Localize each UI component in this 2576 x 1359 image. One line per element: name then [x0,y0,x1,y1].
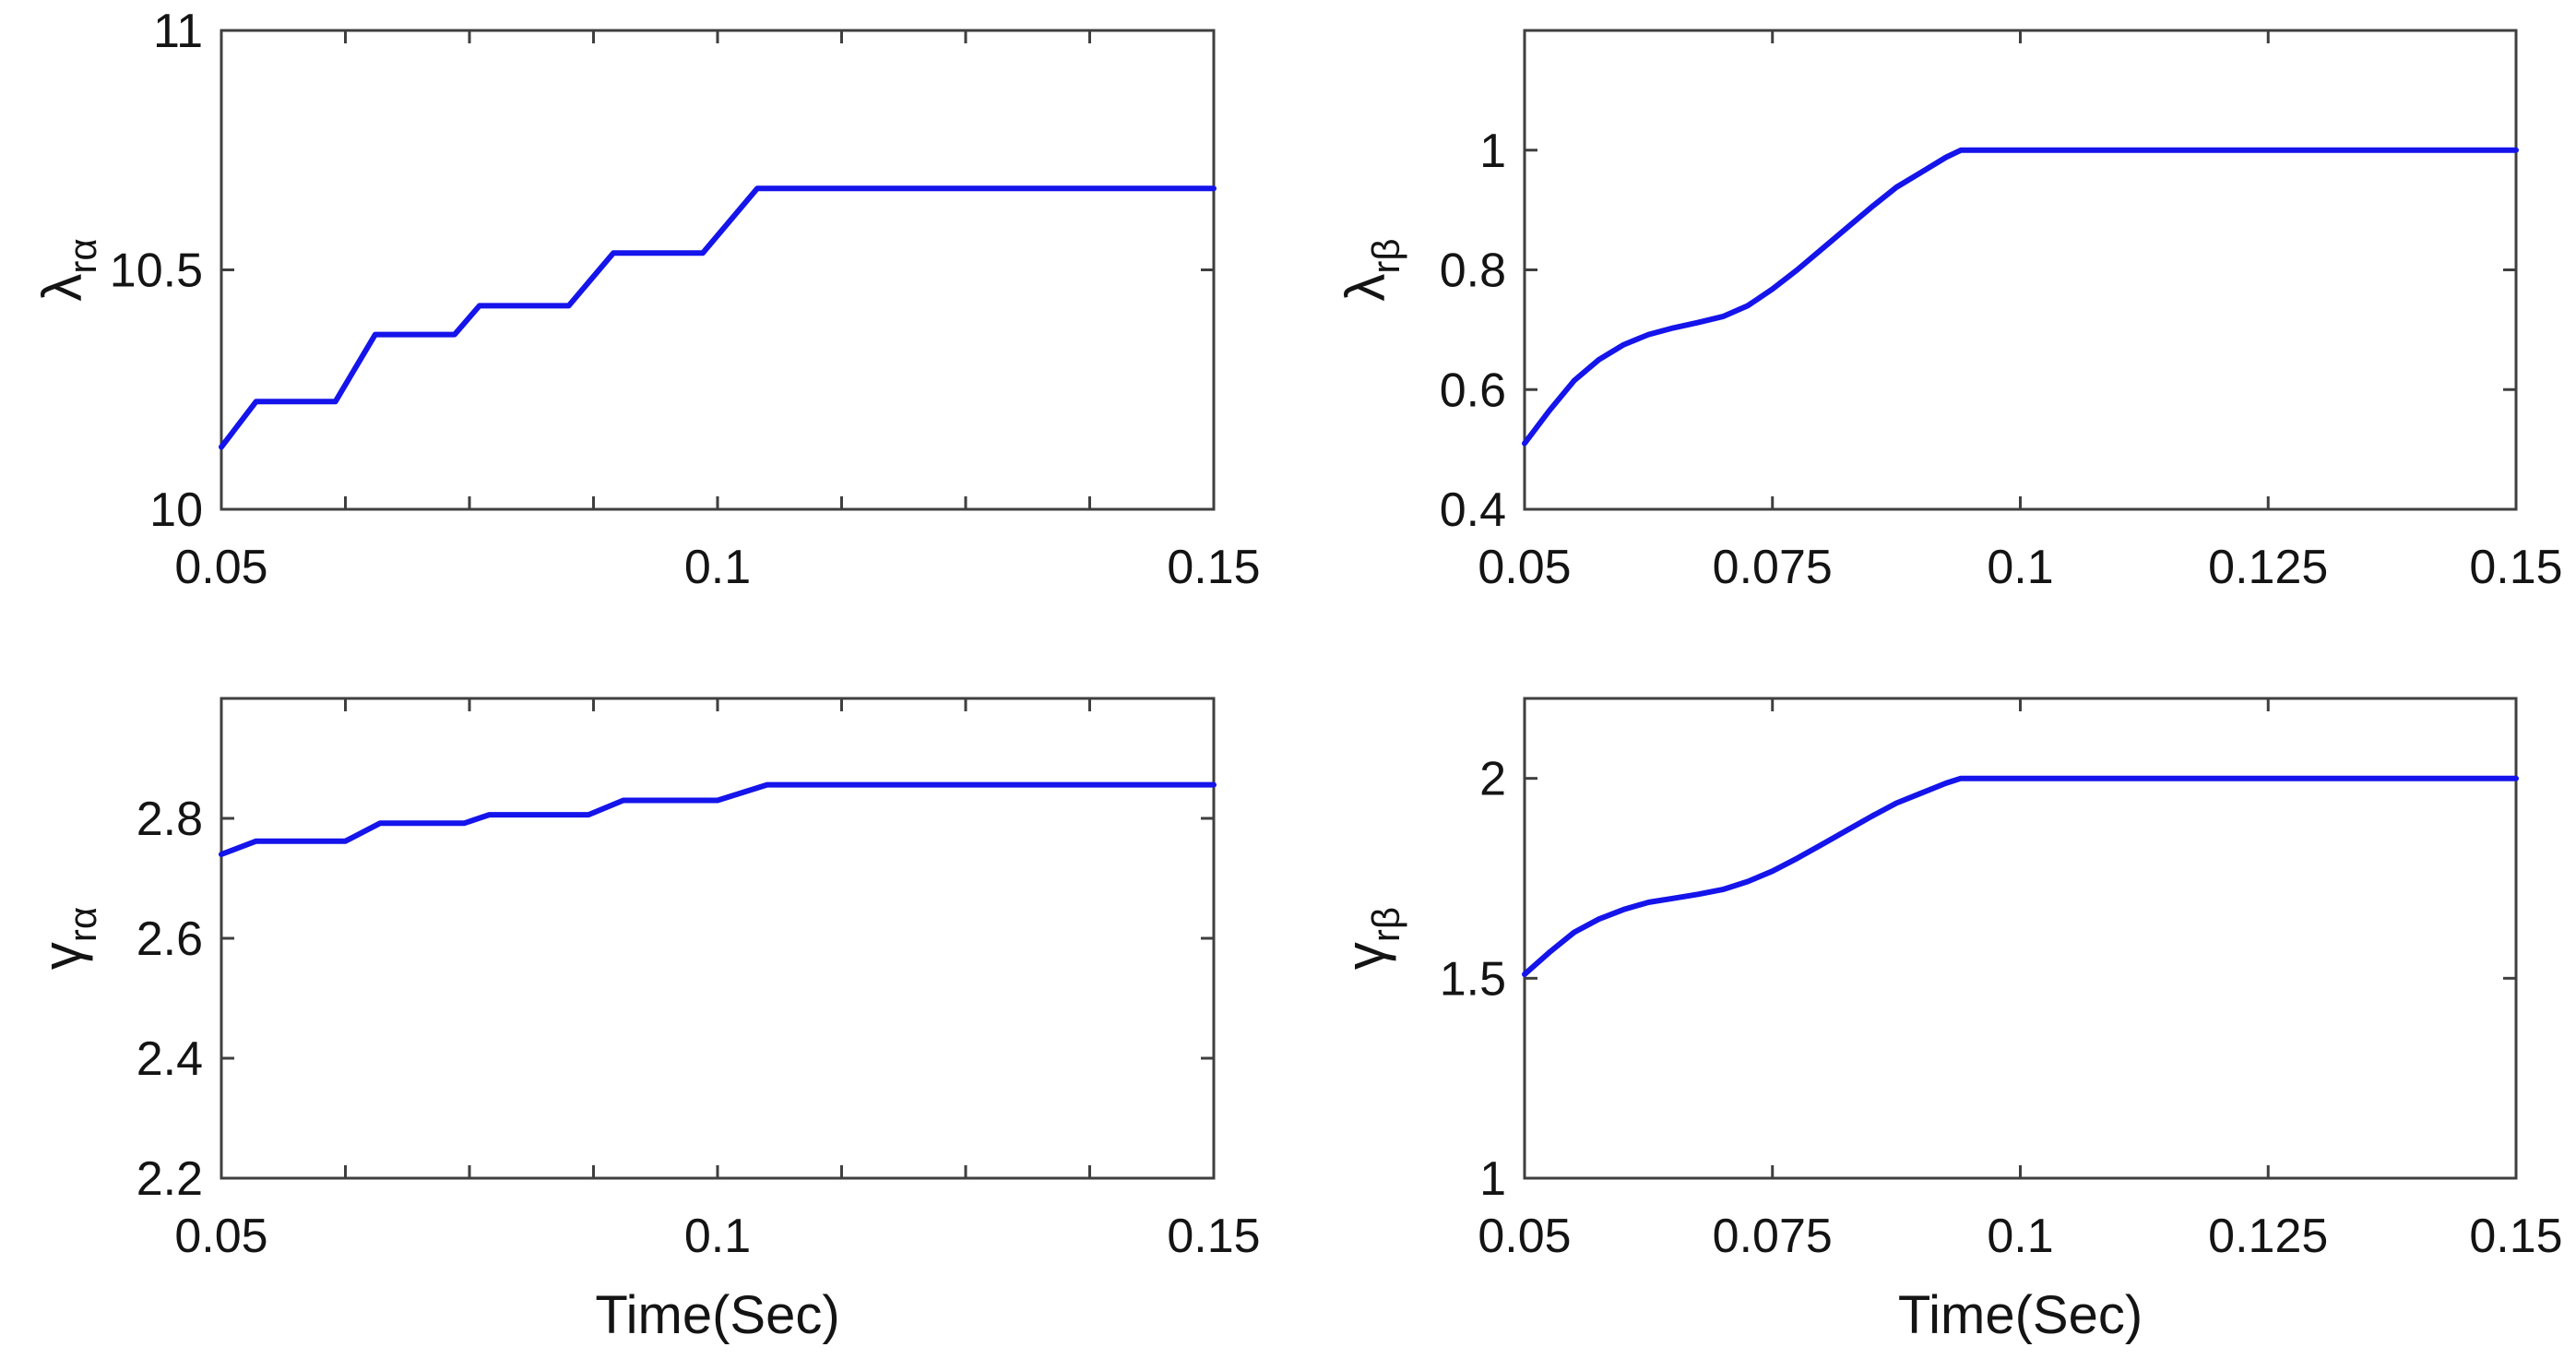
y-tick-label: 1.5 [1440,952,1506,1006]
x-tick-label: 0.125 [2208,1210,2328,1263]
x-tick-label: 0.1 [684,1210,751,1263]
subplot-lambda-r-alpha: 0.05 0.1 0.15 10 10.5 11 λrα [31,5,1261,594]
x-tick-label: 0.15 [2469,1210,2562,1263]
y-axis-label: λrα [31,238,104,301]
y-tick-label: 0.4 [1440,483,1506,537]
x-tick-label: 0.05 [1478,1210,1571,1263]
y-tick-label: 10 [149,483,203,537]
y-tick-label: 2.8 [137,793,203,846]
y-tick-label: 2.2 [137,1152,203,1206]
x-tick-label: 0.15 [1167,541,1260,594]
x-tick-label: 0.05 [174,1210,267,1263]
x-tick-label: 0.15 [2469,541,2562,594]
x-tick-label: 0.1 [684,541,751,594]
x-axis-label: Time(Sec) [1898,1285,2143,1345]
x-tick-label: 0.05 [174,541,267,594]
series-line [219,781,1217,857]
y-tick-label: 0.6 [1440,364,1506,417]
y-axis-label: λrβ [1335,238,1407,301]
y-tick-label: 10.5 [110,244,203,298]
series-line [1522,147,2519,447]
axes-frame [1523,697,2518,1180]
axes-frame [220,29,1216,511]
subplot-lambda-r-beta: 0.05 0.075 0.1 0.125 0.15 0.4 0.6 0.8 1 λrβ [1335,29,2563,594]
series-line [1522,775,2519,977]
y-tick-label: 11 [153,5,203,58]
axes-frame [1523,29,2518,511]
y-tick-label: 0.8 [1440,244,1506,298]
x-tick-label: 0.1 [1987,1210,2053,1263]
x-tick-label: 0.125 [2208,541,2328,594]
subplot-gamma-r-beta: 0.05 0.075 0.1 0.125 0.15 1 1.5 2 γrβ Time(Sec) [1335,697,2563,1345]
x-tick-label: 0.05 [1478,541,1571,594]
y-tick-label: 2 [1479,753,1506,806]
x-tick-label: 0.15 [1167,1210,1260,1263]
y-tick-label: 2.4 [137,1032,203,1086]
y-tick-label: 1 [1479,1152,1506,1206]
subplot-gamma-r-alpha: 0.05 0.1 0.15 2.2 2.4 2.6 2.8 γrα Time(Sec) [31,697,1261,1345]
x-axis-label: Time(Sec) [595,1285,839,1345]
y-tick-label: 2.6 [137,912,203,966]
y-axis-label: γrβ [1335,907,1407,970]
x-tick-label: 0.075 [1713,541,1833,594]
y-axis-label: γrα [31,907,104,970]
axes-frame [220,697,1216,1180]
x-tick-label: 0.075 [1713,1210,1833,1263]
series-line [219,185,1217,450]
x-tick-label: 0.1 [1987,541,2053,594]
y-tick-label: 1 [1479,125,1506,178]
